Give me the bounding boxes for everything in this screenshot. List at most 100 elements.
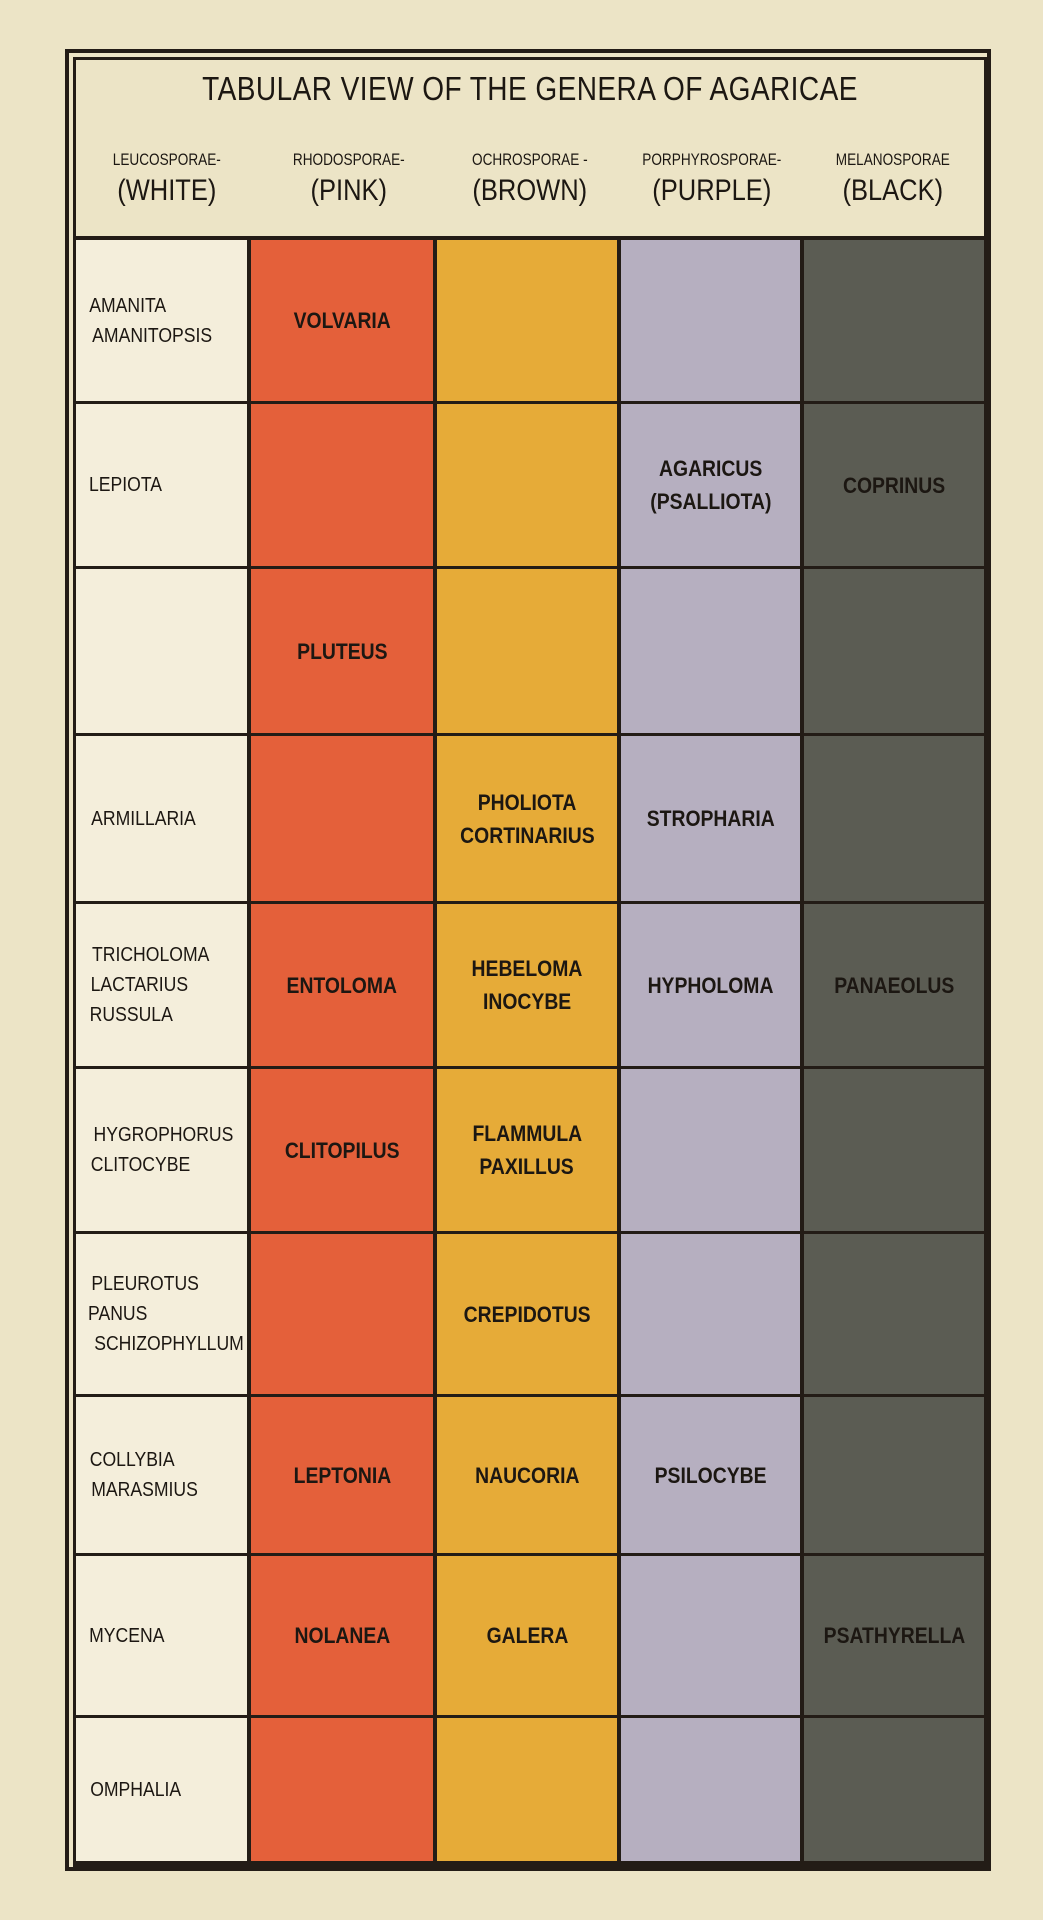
genus-name: VOLVARIA	[293, 308, 391, 333]
genus-name: SCHIZOPHYLLUM	[94, 1333, 244, 1355]
spore-group-label: LEUCOSPORAE-	[112, 150, 221, 169]
genus-name: OMPHALIA	[90, 1779, 182, 1801]
genus-name: CREPIDOTUS	[463, 1301, 591, 1327]
genus-name: CLITOPILUS	[284, 1137, 400, 1163]
genus-name: STROPHARIA	[646, 806, 775, 831]
table-cell: LEPTONIA	[251, 1397, 437, 1556]
genus-name: CORTINARIUS	[459, 822, 595, 848]
table-cell	[437, 1718, 621, 1865]
genus-name: CLITOCYBE	[90, 1154, 191, 1176]
table-cell: COLLYBIA MARASMIUS	[76, 1397, 251, 1556]
genus-name: (PSALLIOTA)	[649, 489, 772, 514]
spore-color-label: (PINK)	[310, 174, 387, 207]
genus-name: PAXILLUS	[479, 1154, 575, 1179]
table-cell	[621, 1069, 804, 1234]
genus-name: FLAMMULA	[472, 1121, 582, 1146]
table-cell	[437, 569, 621, 736]
genus-name: PSILOCYBE	[654, 1462, 767, 1488]
genus-name: AMANITA	[89, 294, 167, 317]
genus-name: PSATHYRELLA	[823, 1623, 965, 1648]
genus-name: INOCYBE	[482, 989, 572, 1014]
table-cell: ENTOLOMA	[251, 904, 437, 1069]
spore-color-label: (BLACK)	[842, 174, 944, 207]
genus-name: NAUCORIA	[474, 1462, 580, 1488]
table-cell: LEPIOTA	[76, 404, 251, 569]
table-cell: MYCENA	[76, 1556, 251, 1718]
table-cell: STROPHARIA	[621, 736, 804, 904]
bottom-rule	[73, 1861, 987, 1871]
spore-group-label: PORPHYROSPORAE-	[642, 150, 782, 169]
table-cell: PSATHYRELLA	[804, 1556, 984, 1718]
genus-name: AMANITOPSIS	[92, 324, 213, 347]
table-cell: CREPIDOTUS	[437, 1234, 621, 1397]
genus-name: HEBELOMA	[471, 956, 583, 981]
page-title: TABULAR VIEW OF THE GENERA OF AGARICAE	[202, 70, 858, 107]
table-cell	[621, 1718, 804, 1865]
table-cell	[621, 1234, 804, 1397]
table-cell: NAUCORIA	[437, 1397, 621, 1556]
genus-name: MYCENA	[89, 1624, 165, 1647]
table-cell	[437, 240, 621, 404]
table-cell: FLAMMULA PAXILLUS	[437, 1069, 621, 1234]
table-cell	[804, 1397, 984, 1556]
genus-name: NOLANEA	[294, 1623, 390, 1648]
table-cell: PLUTEUS	[251, 569, 437, 736]
table-cell	[251, 404, 437, 569]
genus-name: LEPIOTA	[88, 474, 163, 496]
table-cell: PLEUROTUS PANUS SCHIZOPHYLLUM	[76, 1234, 251, 1397]
genus-name: GALERA	[486, 1623, 568, 1648]
table-cell	[621, 1556, 804, 1718]
genus-name: AGARICUS	[658, 456, 763, 481]
genera-table: AMANITA AMANITOPSIS VOLVARIA LEPIOTA AGARICU…	[76, 236, 984, 1865]
column-header: RHODOSPORAE- (PINK)	[258, 150, 440, 234]
genus-name: HYPHOLOMA	[647, 972, 774, 998]
table-cell	[804, 569, 984, 736]
table-cell: PHOLIOTA CORTINARIUS	[437, 736, 621, 904]
genus-name: PANUS	[88, 1303, 148, 1325]
table-cell	[621, 569, 804, 736]
table-cell: ARMILLARIA	[76, 736, 251, 904]
genus-name: PHOLIOTA	[477, 789, 577, 815]
table-cell	[251, 1234, 437, 1397]
table-cell: AMANITA AMANITOPSIS	[76, 240, 251, 404]
table-cell	[804, 1718, 984, 1865]
spore-color-label: (PURPLE)	[652, 174, 772, 207]
column-header: PORPHYROSPORAE- (PURPLE)	[621, 150, 803, 234]
genus-name: TRICHOLOMA	[92, 944, 210, 966]
genus-name: MARASMIUS	[91, 1479, 198, 1501]
table-cell	[804, 1234, 984, 1397]
genus-name: PANAEOLUS	[833, 972, 955, 998]
table-cell: NOLANEA	[251, 1556, 437, 1718]
table-cell: AGARICUS (PSALLIOTA)	[621, 404, 804, 569]
table-cell	[437, 404, 621, 569]
table-cell	[76, 569, 251, 736]
table-cell: PSILOCYBE	[621, 1397, 804, 1556]
column-header: MELANOSPORAE (BLACK)	[802, 150, 984, 234]
spore-group-label: OCHROSPORAE -	[472, 150, 588, 169]
spore-group-label: RHODOSPORAE-	[292, 150, 405, 169]
table-cell	[621, 240, 804, 404]
genus-name: COPRINUS	[842, 472, 946, 498]
genus-name: LACTARIUS	[90, 974, 189, 996]
table-cell: VOLVARIA	[251, 240, 437, 404]
genus-name: LEPTONIA	[293, 1462, 391, 1488]
table-cell: CLITOPILUS	[251, 1069, 437, 1234]
table-cell: HYGROPHORUS CLITOCYBE	[76, 1069, 251, 1234]
spore-color-label: (WHITE)	[117, 174, 217, 207]
table-cell	[251, 1718, 437, 1865]
table-cell: HEBELOMA INOCYBE	[437, 904, 621, 1069]
table-cell: PANAEOLUS	[804, 904, 984, 1069]
table-cell	[804, 1069, 984, 1234]
genus-name: COLLYBIA	[89, 1449, 175, 1471]
column-header: OCHROSPORAE - (BROWN)	[439, 150, 621, 234]
table-cell: GALERA	[437, 1556, 621, 1718]
table-cell	[804, 240, 984, 404]
spore-color-label: (BROWN)	[472, 174, 588, 207]
table-cell: TRICHOLOMA LACTARIUS RUSSULA	[76, 904, 251, 1069]
genus-name: PLEUROTUS	[91, 1273, 199, 1295]
genus-name: ENTOLOMA	[286, 972, 398, 998]
column-headers: LEUCOSPORAE- (WHITE) RHODOSPORAE- (PINK) OCH…	[76, 150, 984, 234]
table-cell: COPRINUS	[804, 404, 984, 569]
genus-name: RUSSULA	[89, 1004, 173, 1026]
spore-group-label: MELANOSPORAE	[836, 150, 951, 169]
